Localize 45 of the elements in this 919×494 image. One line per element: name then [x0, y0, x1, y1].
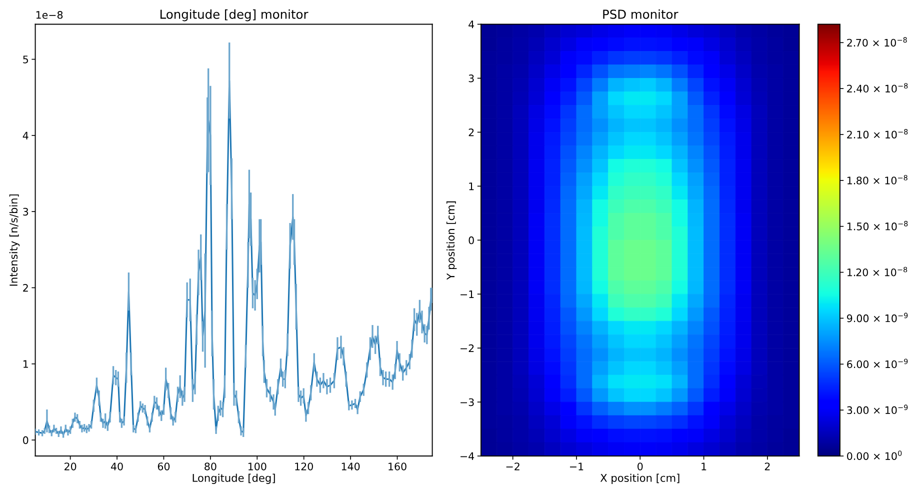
text: 1e−8	[36, 11, 63, 19]
color-bar-label: 1.50 × 10$^{−8}$	[847, 220, 908, 230]
x-tick-label: 120	[295, 462, 313, 470]
y-tick-label: −2	[460, 344, 474, 352]
x-tick-label: 2	[764, 462, 770, 470]
color-bar-label: 2.40 × 10$^{−8}$	[847, 83, 908, 93]
color-bar-label: 1.20 × 10$^{−8}$	[847, 266, 908, 276]
x-tick-label: 80	[204, 462, 216, 470]
y-tick-label: 2	[23, 284, 28, 292]
y-tick-label: 1	[23, 360, 28, 368]
x-tick-label: 40	[110, 462, 123, 470]
color-bar-label: 6.00 × 10$^{−9}$	[847, 358, 908, 368]
y-tick-label: −4	[460, 452, 474, 460]
x-tick-label: −2	[506, 462, 520, 470]
color-bar-label: 1.80 × 10$^{−8}$	[847, 174, 908, 184]
y-axis-title: Intensity [n/s/bin]	[9, 194, 20, 286]
color-bar-label: 2.10 × 10$^{−8}$	[847, 129, 908, 138]
x-tick-label: 160	[388, 462, 406, 470]
x-tick-label: 20	[64, 462, 76, 470]
y-tick-label: 3	[23, 208, 28, 216]
y-tick-label: 2	[468, 128, 474, 136]
y-tick-label: −3	[460, 398, 474, 406]
x-tick-label: 60	[158, 462, 170, 470]
x-axis-title: Longitude [deg]	[192, 474, 275, 484]
y-tick-label: −1	[460, 290, 474, 298]
x-tick-label: 1	[702, 462, 706, 470]
color-bar-label: 3.00 × 10$^{−9}$	[847, 404, 908, 414]
color-bar-label: 9.00 × 10$^{−9}$	[847, 312, 908, 322]
y-tick-label: 1	[469, 182, 474, 190]
chart-title: Longitude [deg] monitor	[160, 9, 308, 22]
color-bar-label: 2.70 × 10$^{−8}$	[847, 37, 907, 47]
y-tick-label: 3	[468, 74, 474, 82]
chart-title: PSD monitor	[603, 9, 678, 19]
y-tick-label: 0	[23, 436, 28, 444]
y-tick-label: 4	[22, 132, 28, 140]
x-axis-title: X position [cm]	[600, 474, 680, 484]
y-axis-title: Y position [cm]	[446, 201, 457, 280]
y-tick-label: 5	[23, 56, 28, 64]
x-tick-label: −1	[570, 462, 584, 470]
x-tick-label: 140	[342, 462, 360, 470]
y-tick-label: 4	[468, 20, 474, 28]
x-tick-label: 100	[248, 462, 266, 470]
x-tick-label: 0	[638, 462, 643, 470]
y-tick-label: 0	[468, 236, 474, 244]
color-bar-label: 0.00 × 10$^{0}$	[847, 450, 902, 460]
